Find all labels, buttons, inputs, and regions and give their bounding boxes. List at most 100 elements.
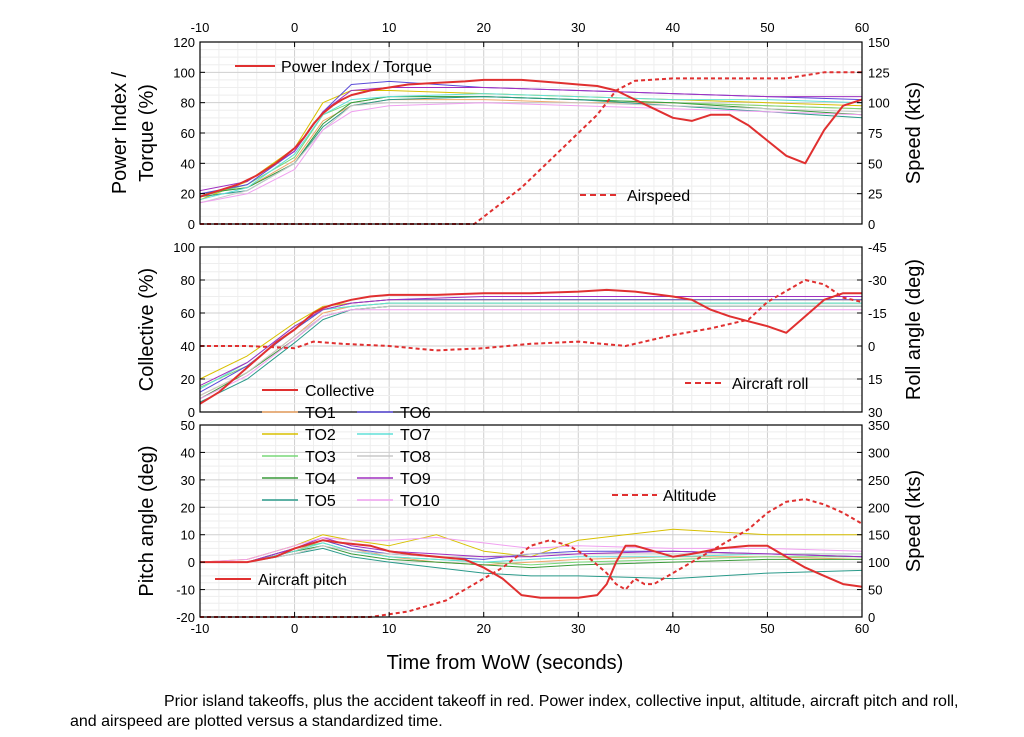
legend-label: TO1 [305, 405, 336, 422]
accident-line-power-index-torque [199, 78, 863, 198]
x-tick-label-top: 20 [476, 20, 490, 35]
y2-tick-label: 25 [868, 187, 882, 202]
annotation-label: Aircraft roll [732, 376, 808, 393]
panel-frame [199, 424, 863, 618]
legend-label: TO4 [305, 471, 336, 488]
y-tick-label: 40 [181, 445, 195, 460]
accident-line-aircraft-pitch [200, 539, 863, 599]
y2-tick-label: 50 [868, 156, 882, 171]
annotation-label: Aircraft pitch [258, 572, 347, 589]
y-tick-label: 40 [181, 156, 195, 171]
y-tick-label: 100 [173, 65, 195, 80]
x-tick-label-bottom: 20 [476, 621, 490, 636]
annotation-label: Airspeed [627, 188, 690, 205]
y-axis-label: Torque (%) [136, 84, 158, 182]
y-tick-label: 20 [181, 372, 195, 387]
y2-tick-label: 0 [868, 217, 875, 232]
x-axis-label: Time from WoW (seconds) [387, 652, 624, 674]
accident-line-airspeed [200, 71, 862, 225]
accident-line-aircraft-roll [200, 279, 863, 352]
legend-label: TO2 [305, 427, 336, 444]
series-line-to9 [199, 296, 862, 387]
x-tick-label-top: 30 [571, 20, 585, 35]
x-tick-label-top: -10 [191, 20, 210, 35]
y2-tick-label: 300 [868, 445, 890, 460]
y2-axis-label: Speed (kts) [903, 82, 925, 184]
legend-label: TO9 [400, 471, 431, 488]
y-tick-label: 100 [173, 240, 195, 255]
x-tick-label-top: 40 [666, 20, 680, 35]
y2-tick-label: 0 [868, 610, 875, 625]
x-tick-label-bottom: 50 [760, 621, 774, 636]
y2-tick-label: 150 [868, 528, 890, 543]
x-tick-label-bottom: 60 [855, 621, 869, 636]
y2-axis-label: Roll angle (deg) [903, 259, 925, 400]
legend-label: TO5 [305, 493, 336, 510]
y2-tick-label: 75 [868, 126, 882, 141]
figure-caption: Prior island takeoffs, plus the accident… [70, 692, 970, 732]
y2-tick-label: 30 [868, 405, 882, 420]
y-tick-label: 50 [181, 418, 195, 433]
annotation-label: Power Index / Torque [281, 59, 432, 76]
y-tick-label: -10 [176, 583, 195, 598]
y-tick-label: 20 [181, 187, 195, 202]
series-line-to10 [199, 309, 862, 400]
y2-tick-label: -15 [868, 306, 887, 321]
x-tick-label-top: 10 [382, 20, 396, 35]
y2-tick-label: 150 [868, 35, 890, 50]
y-tick-label: 120 [173, 35, 195, 50]
x-tick-label-bottom: 30 [571, 621, 585, 636]
y2-tick-label: 50 [868, 583, 882, 598]
y-tick-label: 0 [188, 217, 195, 232]
y2-tick-label: 15 [868, 372, 882, 387]
annotation-label: Altitude [663, 488, 716, 505]
x-tick-label-bottom: 10 [382, 621, 396, 636]
y-tick-label: 80 [181, 273, 195, 288]
accident-line-altitude [200, 498, 863, 618]
x-tick-label-bottom: 0 [291, 621, 298, 636]
y-tick-label: 40 [181, 339, 195, 354]
x-tick-label-top: 60 [855, 20, 869, 35]
caption-text: Prior island takeoffs, plus the accident… [70, 693, 959, 730]
y-tick-label: 10 [181, 528, 195, 543]
legend-label: TO8 [400, 449, 431, 466]
y-tick-label: 20 [181, 500, 195, 515]
y2-tick-label: 350 [868, 418, 890, 433]
y2-tick-label: 125 [868, 65, 890, 80]
series-line-to7 [199, 93, 863, 201]
y-tick-label: 0 [188, 405, 195, 420]
series-line-to2 [199, 90, 863, 201]
y2-tick-label: 100 [868, 96, 890, 111]
y2-tick-label: -45 [868, 240, 887, 255]
y-axis-label: Power Index / [109, 71, 131, 194]
legend-label: TO10 [400, 493, 440, 510]
y2-tick-label: 100 [868, 555, 890, 570]
legend-label: TO6 [400, 405, 431, 422]
y2-tick-label: 200 [868, 500, 890, 515]
y2-tick-label: 0 [868, 339, 875, 354]
y-tick-label: 0 [188, 555, 195, 570]
series-line-to10 [199, 537, 863, 563]
series-line-to8 [199, 102, 863, 204]
legend-label: Collective [305, 383, 374, 400]
y2-tick-label: 250 [868, 473, 890, 488]
y2-axis-label: Speed (kts) [903, 470, 925, 572]
series-line-to3 [199, 302, 862, 388]
series-line-to10 [199, 102, 863, 204]
legend-label: TO3 [305, 449, 336, 466]
y-tick-label: 30 [181, 473, 195, 488]
x-tick-label-top: 50 [760, 20, 774, 35]
accident-line-collective [199, 288, 862, 405]
y-tick-label: 60 [181, 306, 195, 321]
panel-frame [199, 246, 863, 413]
legend-label: TO7 [400, 427, 431, 444]
y-axis-label: Pitch angle (deg) [136, 445, 158, 596]
y2-tick-label: -30 [868, 273, 887, 288]
x-tick-label-bottom: -10 [191, 621, 210, 636]
x-tick-label-top: 0 [291, 20, 298, 35]
y-axis-label: Collective (%) [136, 268, 158, 391]
y-tick-label: 60 [181, 126, 195, 141]
y-tick-label: 80 [181, 96, 195, 111]
